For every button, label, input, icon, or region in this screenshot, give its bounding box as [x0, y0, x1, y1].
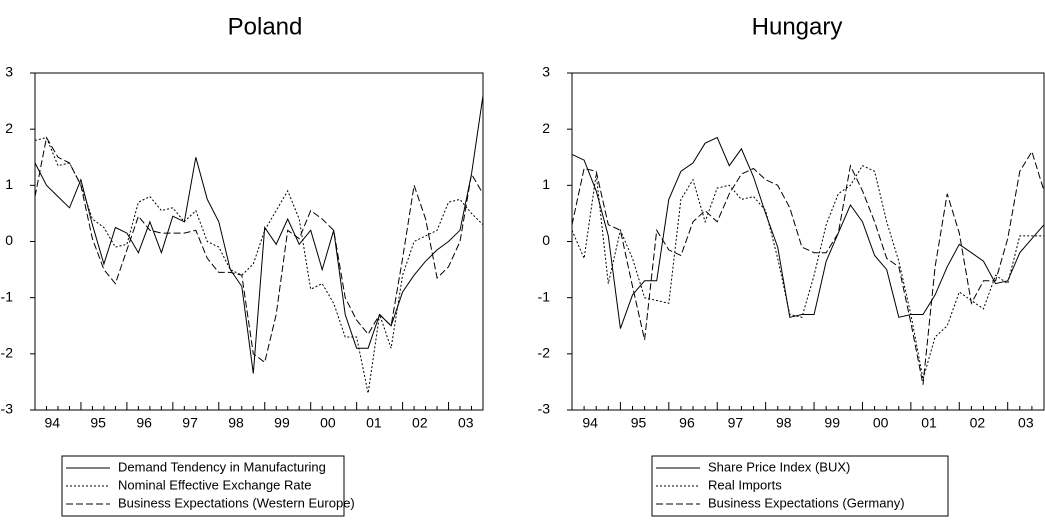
x-tick-label: 99	[824, 415, 840, 431]
x-tick-label: 95	[90, 415, 106, 431]
legend-label: Real Imports	[708, 477, 782, 492]
chart-title: Poland	[228, 13, 303, 40]
y-tick-label: -1	[538, 288, 551, 304]
x-tick-label: 00	[320, 415, 336, 431]
x-tick-label: 94	[582, 415, 598, 431]
y-tick-label: 1	[5, 176, 13, 192]
chart-title: Hungary	[752, 13, 843, 40]
series-line	[34, 136, 484, 364]
y-tick-label: 1	[542, 176, 550, 192]
x-tick-label: 96	[136, 415, 152, 431]
series-line	[34, 95, 484, 374]
x-tick-label: 94	[44, 415, 60, 431]
y-tick-label: -3	[538, 401, 551, 417]
y-tick-label: -2	[538, 345, 551, 361]
series-line	[571, 136, 1045, 329]
x-tick-label: 03	[458, 415, 474, 431]
series-line	[571, 165, 1044, 380]
y-tick-label: 2	[5, 120, 13, 136]
x-tick-label: 97	[182, 415, 198, 431]
x-tick-label: 95	[631, 415, 647, 431]
plot-frame	[571, 72, 1045, 411]
x-tick-label: 96	[679, 415, 695, 431]
y-tick-label: -1	[1, 288, 14, 304]
legend-box	[61, 455, 345, 517]
legend-label: Business Expectations (Germany)	[708, 495, 905, 510]
series-line	[571, 150, 1045, 385]
x-tick-label: 00	[873, 415, 889, 431]
y-tick-label: -3	[1, 401, 14, 417]
x-tick-label: 03	[1018, 415, 1034, 431]
y-tick-label: 3	[5, 64, 13, 80]
legend-label: Business Expectations (Western Europe)	[118, 495, 355, 510]
legend-label: Share Price Index (BUX)	[708, 459, 850, 474]
y-tick-label: 2	[542, 120, 550, 136]
series-line	[34, 137, 484, 394]
x-tick-label: 98	[776, 415, 792, 431]
x-tick-label: 02	[412, 415, 428, 431]
y-tick-label: 0	[542, 232, 550, 248]
y-tick-label: -2	[1, 345, 14, 361]
x-tick-label: 02	[970, 415, 986, 431]
legend-label: Demand Tendency in Manufacturing	[118, 459, 326, 474]
y-tick-label: 3	[542, 64, 550, 80]
y-tick-label: 0	[5, 232, 13, 248]
x-tick-label: 98	[228, 415, 244, 431]
x-tick-label: 97	[728, 415, 744, 431]
x-tick-label: 01	[366, 415, 382, 431]
legend-box	[651, 455, 949, 517]
x-tick-label: 99	[274, 415, 290, 431]
legend-label: Nominal Effective Exchange Rate	[118, 477, 311, 492]
plot-frame	[34, 72, 484, 411]
x-tick-label: 01	[921, 415, 937, 431]
